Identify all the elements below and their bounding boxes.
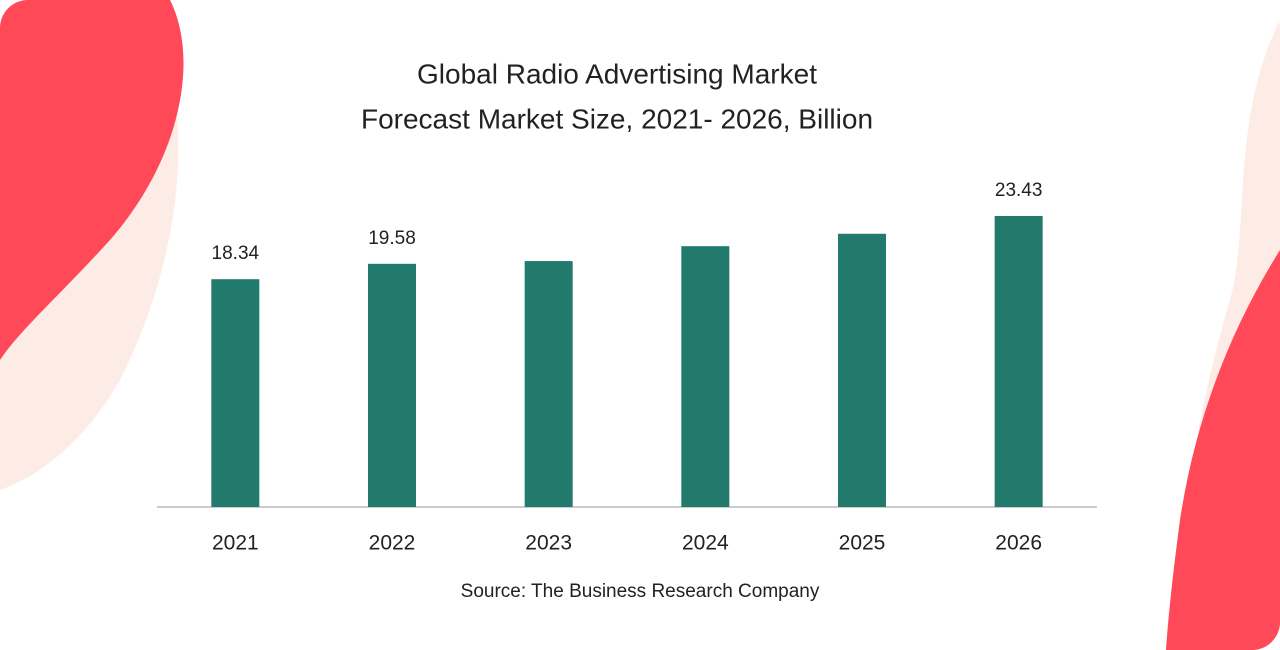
data-label: 23.43 (995, 180, 1043, 201)
data-label: 19.58 (368, 228, 416, 249)
bar (681, 246, 730, 507)
x-tick-label: 2026 (995, 532, 1042, 555)
bar (994, 216, 1043, 507)
source-note: Source: The Business Research Company (461, 581, 820, 602)
bar (838, 233, 886, 507)
x-tick-label: 2025 (839, 532, 886, 555)
bar (211, 279, 260, 507)
bar (368, 263, 416, 507)
chart-subtitle: Forecast Market Size, 2021- 2026, Billio… (361, 103, 873, 134)
data-label: 18.34 (212, 243, 260, 264)
x-tick-label: 2023 (525, 532, 572, 555)
x-tick-label: 2021 (212, 532, 259, 555)
x-tick-label: 2024 (682, 532, 729, 555)
bar (524, 261, 573, 507)
x-tick-label: 2022 (369, 532, 416, 555)
chart-title: Global Radio Advertising Market (417, 58, 817, 89)
